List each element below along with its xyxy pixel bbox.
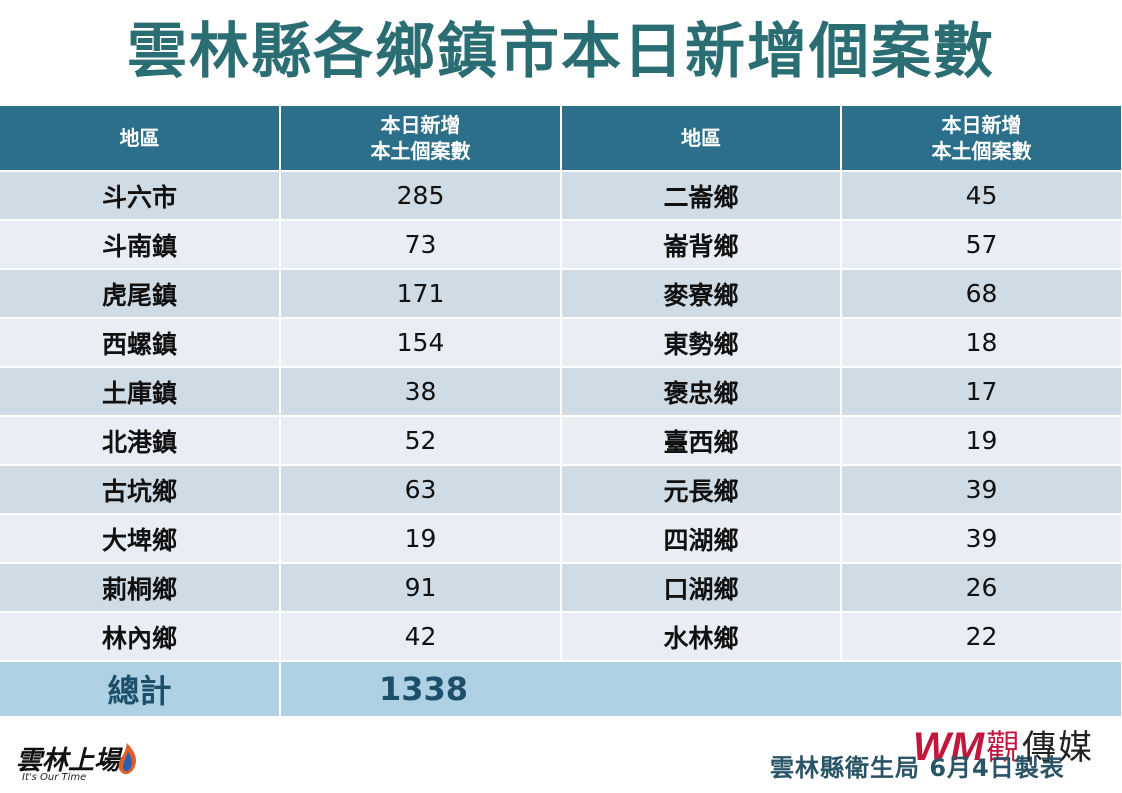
- case-count: 63: [280, 465, 562, 515]
- table-header-row: 地區 本日新增 本土個案數 地區 本日新增 本土個案數: [0, 106, 1122, 172]
- region-name: 麥寮鄉: [561, 269, 842, 319]
- flame-icon: [118, 743, 137, 775]
- region-name: 元長鄉: [561, 465, 842, 515]
- case-count: 285: [280, 171, 562, 221]
- table-row: 林內鄉 42 水林鄉 22: [0, 612, 1122, 662]
- region-name: 二崙鄉: [561, 171, 842, 221]
- case-count: 154: [280, 318, 562, 368]
- case-count: 171: [280, 269, 562, 319]
- table-row: 古坑鄉 63 元長鄉 39: [0, 465, 1122, 515]
- footer-credit: 雲林縣衛生局 6月4日製表: [770, 754, 1065, 782]
- region-name: 臺西鄉: [561, 416, 842, 466]
- region-name: 北港鎮: [0, 416, 281, 466]
- region-name: 古坑鄉: [0, 465, 281, 515]
- header-cases-right: 本日新增 本土個案數: [841, 106, 1122, 172]
- case-count: 19: [280, 514, 562, 564]
- header-cases-line1: 本日新增: [941, 113, 1022, 137]
- header-cases-line2: 本土個案數: [370, 139, 471, 163]
- region-name: 林內鄉: [0, 612, 281, 662]
- table-row: 斗南鎮 73 崙背鄉 57: [0, 220, 1122, 270]
- case-count: 68: [841, 269, 1122, 319]
- region-name: 褒忠鄉: [561, 367, 842, 417]
- table-row: 虎尾鎮 171 麥寮鄉 68: [0, 269, 1122, 319]
- case-count: 57: [841, 220, 1122, 270]
- region-name: 斗六市: [0, 171, 281, 221]
- case-count: 39: [841, 465, 1122, 515]
- media-name-first: 觀: [986, 728, 1022, 768]
- media-name-rest: 傳媒: [1022, 728, 1094, 768]
- case-count: 26: [841, 563, 1122, 613]
- case-count: 38: [280, 367, 562, 417]
- header-cases-line2: 本土個案數: [931, 139, 1032, 163]
- case-count: 73: [280, 220, 562, 270]
- region-name: 四湖鄉: [561, 514, 842, 564]
- region-name: 水林鄉: [561, 612, 842, 662]
- table-row: 大埤鄉 19 四湖鄉 39: [0, 514, 1122, 564]
- logo-tagline: It's Our Time: [22, 772, 87, 783]
- total-value-text: 1338: [379, 670, 469, 708]
- region-name: 口湖鄉: [561, 563, 842, 613]
- case-count: 52: [280, 416, 562, 466]
- media-logo-text: 觀傳媒: [986, 720, 1094, 769]
- total-value: 1338: [280, 661, 1122, 718]
- table-row: 土庫鎮 38 褒忠鄉 17: [0, 367, 1122, 417]
- region-name: 崙背鄉: [561, 220, 842, 270]
- case-count: 22: [841, 612, 1122, 662]
- case-count: 42: [280, 612, 562, 662]
- header-cases-line1: 本日新增: [380, 113, 461, 137]
- region-name: 大埤鄉: [0, 514, 281, 564]
- header-region-left: 地區: [0, 106, 281, 172]
- cases-table: 地區 本日新增 本土個案數 地區 本日新增 本土個案數 斗六市 285 二崙鄉 …: [0, 106, 1122, 718]
- total-row: 總計 1338: [0, 661, 1122, 718]
- region-name: 斗南鎮: [0, 220, 281, 270]
- logo-brand-text: 雲林上場: [16, 746, 121, 776]
- case-count: 91: [280, 563, 562, 613]
- yunlin-campaign-logo: 雲林上場 It's Our Time: [14, 740, 144, 786]
- table-row: 斗六市 285 二崙鄉 45: [0, 171, 1122, 221]
- region-name: 莿桐鄉: [0, 563, 281, 613]
- region-name: 西螺鎮: [0, 318, 281, 368]
- case-count: 45: [841, 171, 1122, 221]
- total-label: 總計: [0, 661, 281, 718]
- table-row: 北港鎮 52 臺西鄉 19: [0, 416, 1122, 466]
- wm-logo-mark: WM: [913, 725, 986, 766]
- region-name: 土庫鎮: [0, 367, 281, 417]
- header-region-right: 地區: [561, 106, 842, 172]
- case-count: 18: [841, 318, 1122, 368]
- case-count: 19: [841, 416, 1122, 466]
- header-cases-left: 本日新增 本土個案數: [280, 106, 562, 172]
- region-name: 虎尾鎮: [0, 269, 281, 319]
- table-row: 西螺鎮 154 東勢鄉 18: [0, 318, 1122, 368]
- wm-logo-icon: WM: [913, 725, 986, 766]
- page-title: 雲林縣各鄉鎮市本日新增個案數: [127, 17, 995, 87]
- case-count: 17: [841, 367, 1122, 417]
- region-name: 東勢鄉: [561, 318, 842, 368]
- table-row: 莿桐鄉 91 口湖鄉 26: [0, 563, 1122, 613]
- case-count: 39: [841, 514, 1122, 564]
